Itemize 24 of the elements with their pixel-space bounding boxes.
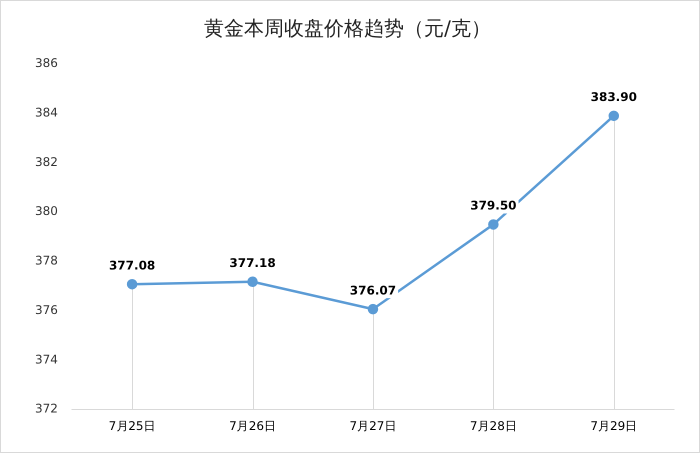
y-tick-label: 374 (35, 352, 58, 366)
point (247, 276, 258, 287)
y-tick-label: 384 (35, 105, 58, 120)
y-tick-label: 378 (35, 254, 58, 268)
y-tick-label: 372 (35, 402, 58, 416)
y-tick-label: 382 (35, 154, 58, 169)
y-tick-label: 386 (35, 56, 58, 70)
text: 377.08 (108, 258, 156, 272)
y-tick-label: 376 (35, 302, 58, 317)
text: 377.18 (229, 256, 276, 270)
x-tick-label: 7月25日 (108, 418, 156, 433)
x-tick-label: 7月27日 (350, 418, 396, 433)
text: 379.50 (470, 198, 517, 213)
x-tick-label: 7月29日 (590, 418, 638, 433)
text: 383.90 (590, 90, 637, 104)
point (608, 110, 620, 122)
x-tick-label: 7月28日 (470, 418, 517, 433)
point (126, 278, 138, 290)
x-tick-label: 7月26日 (229, 418, 276, 433)
text: 376.07 (350, 283, 396, 298)
chart-title: 黄金本周收盘价格趋势（元/克） (204, 16, 491, 40)
y-tick-label: 380 (35, 204, 58, 218)
point (488, 219, 499, 230)
point (368, 304, 378, 314)
